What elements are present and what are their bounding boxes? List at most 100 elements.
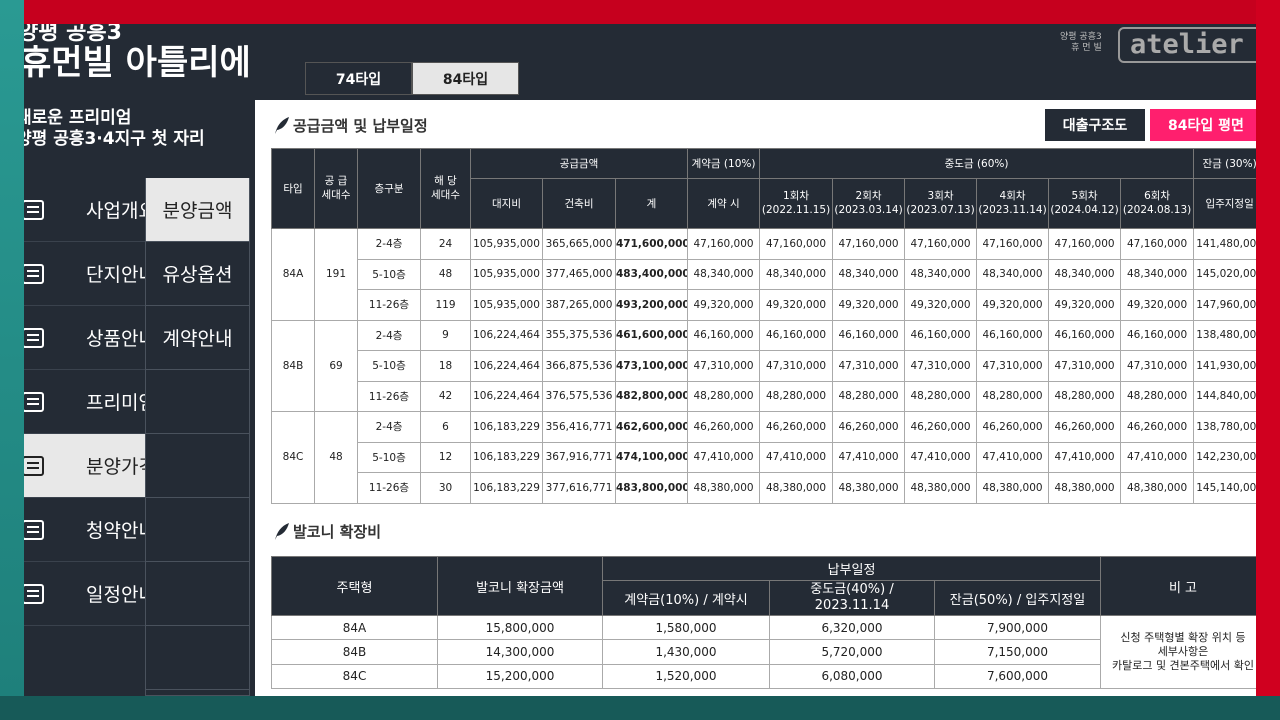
submenu-item[interactable]: 계약안내 <box>145 306 250 370</box>
cell: 473,100,000 <box>614 350 689 382</box>
cell: 105,935,000 <box>470 258 543 290</box>
bottom-border <box>0 696 1280 720</box>
nav-item[interactable]: 청약안내 <box>24 498 145 562</box>
cell: 376,575,536 <box>542 380 616 412</box>
cell: 47,410,000 <box>832 441 906 473</box>
cell: 48,280,000 <box>904 380 978 412</box>
data-row: 84B 14,300,000 1,430,000 5,720,000 7,150,000 <box>271 639 1257 665</box>
nav-label: 단지안내 <box>86 264 145 286</box>
cell: 106,224,464 <box>470 350 543 382</box>
nav-item[interactable]: 단지안내 <box>24 242 145 306</box>
cell: 47,310,000 <box>832 350 906 382</box>
cell-line: (2023.11.14) <box>978 203 1047 216</box>
cell: 48,380,000 <box>687 472 761 504</box>
header-cell: 해 당 세대수 <box>420 148 471 229</box>
top-border <box>0 0 1280 24</box>
cell: 48,340,000 <box>1120 258 1195 290</box>
submenu-item[interactable]: 분양금액 <box>145 178 250 242</box>
cell: 48,280,000 <box>1120 380 1195 412</box>
header-cell: 공 급 세대수 <box>314 148 358 229</box>
cell: 145,020,000 <box>1193 258 1256 290</box>
cell: 14,300,000 <box>437 639 603 665</box>
cell: 1,430,000 <box>602 639 770 665</box>
cell: 106,224,464 <box>470 380 543 412</box>
cell: 46,260,000 <box>759 411 834 443</box>
cell: 49,320,000 <box>976 289 1050 321</box>
cell-line: (2023.07.13) <box>906 203 975 216</box>
data-row: 84C 15,200,000 1,520,000 6,080,000 7,600,000 <box>271 663 1257 689</box>
header-cell: 층구분 <box>357 148 421 229</box>
header-row: 계약금(10%) / 계약시 중도금(40%) /2023.11.14 잔금(50%… <box>272 580 1257 616</box>
cell: 47,310,000 <box>976 350 1050 382</box>
header-cell: 잔금 (30%) <box>1193 148 1256 179</box>
cell: 46,160,000 <box>1120 319 1195 351</box>
cell: 9 <box>420 319 471 351</box>
cell: 142,230,000 <box>1193 441 1256 473</box>
header-cell: 계 <box>614 178 689 229</box>
tab[interactable]: 74타입 <box>305 62 412 95</box>
nav-icon <box>24 263 44 284</box>
cell: 47,160,000 <box>1120 228 1195 260</box>
nav-item[interactable]: 사업개요 <box>24 178 145 242</box>
cell: 2-4층 <box>357 411 421 443</box>
cell: 144,840,000 <box>1193 380 1256 412</box>
cell: 1,580,000 <box>602 614 770 641</box>
supply-table: 타입 공 급 세대수 층구분 해 당 세대수 공급금액 계약금 (10%) 중도금 (60%) 잔… <box>271 148 1256 504</box>
header-cell: 계약금(10%) / 계약시 <box>602 580 770 616</box>
cell: 365,665,000 <box>542 228 616 260</box>
nav-item[interactable]: 분양가격 <box>24 434 145 498</box>
cell-line: 세부사항은 <box>1157 645 1209 659</box>
tab-active[interactable]: 84타입 <box>412 62 519 95</box>
cell: 47,410,000 <box>904 441 978 473</box>
submenu-empty <box>145 498 250 562</box>
cell: 48,280,000 <box>976 380 1050 412</box>
button[interactable]: 84타입 평면 <box>1150 109 1256 141</box>
section-title: 발코니 확장비 <box>271 520 381 542</box>
cell-line: 4회차 <box>999 190 1026 203</box>
cell: 69 <box>314 319 358 412</box>
header-cell: 건축비 <box>542 178 616 229</box>
cell: 483,800,000 <box>614 472 689 504</box>
cell: 5,720,000 <box>769 639 935 665</box>
header-cell: 발코니 확장금액 <box>437 556 603 616</box>
cell: 367,916,771 <box>542 441 616 473</box>
nav-icon <box>24 519 44 540</box>
cell: 356,416,771 <box>542 411 616 443</box>
cell: 84C <box>271 411 315 504</box>
cell: 48,340,000 <box>904 258 978 290</box>
cell: 47,160,000 <box>832 228 906 260</box>
header-row: 타입 공 급 세대수 층구분 해 당 세대수 공급금액 계약금 (10%) 중도금 (60%) 잔… <box>271 148 1256 229</box>
cell: 147,960,000 <box>1193 289 1256 321</box>
submenu-item[interactable]: 유상옵션 <box>145 242 250 306</box>
note-cell: 신청 주택형별 확장 위치 등 세부사항은 카탈로그 및 견본주택에서 확인 <box>1100 615 1256 689</box>
cell: 46,160,000 <box>687 319 761 351</box>
cell: 12 <box>420 441 471 473</box>
right-border <box>1256 0 1280 720</box>
nav-icon <box>24 455 44 476</box>
cell: 48,340,000 <box>1048 258 1122 290</box>
cell-line: (2023.03.14) <box>834 203 903 216</box>
nav-item[interactable]: 일정안내 <box>24 562 145 626</box>
cell: 47,410,000 <box>759 441 834 473</box>
cell: 18 <box>420 350 471 382</box>
header-cell: 계약금 (10%) <box>687 148 761 179</box>
logo-small: 양평 공흥3 휴 먼 빌 <box>1060 32 1102 54</box>
nav-item[interactable]: 프리미엄 <box>24 370 145 434</box>
cell: 2-4층 <box>357 228 421 260</box>
cell: 106,183,229 <box>470 411 543 443</box>
header-cell: 2회차 (2023.03.14) <box>832 178 906 229</box>
cell: 46,260,000 <box>687 411 761 443</box>
data-row: 84A 191 2-4층 24 105,935,000 365,665,000 471,60… <box>271 228 1256 321</box>
cell-line: 세대수 <box>321 188 351 201</box>
data-row: 84B 69 2-4층 9 106,224,464 355,375,536 461,600,… <box>271 319 1256 412</box>
cell-line: 중도금(40%) / <box>810 581 894 597</box>
button[interactable]: 대출구조도 <box>1045 109 1145 141</box>
cell: 48 <box>314 411 358 504</box>
cell: 1,520,000 <box>602 663 770 689</box>
data-row: 5-10층 18 106,224,464 366,875,536 473,100,000… <box>272 350 1256 382</box>
header-cell: 주택형 <box>271 556 438 616</box>
nav-item[interactable]: 상품안내 <box>24 306 145 370</box>
cell: 7,600,000 <box>934 663 1101 689</box>
tagline: 새로운 프리미엄 양평 공흥3·4지구 첫 자리 <box>24 108 205 150</box>
